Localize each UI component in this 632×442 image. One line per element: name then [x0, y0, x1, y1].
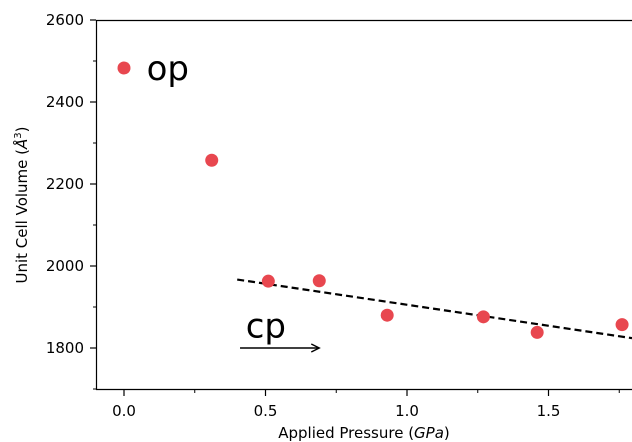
data-point [261, 274, 275, 288]
x-tick-label: 0.5 [254, 402, 278, 420]
y-axis-label-sup: 3 [13, 132, 24, 138]
arrow-head [310, 343, 321, 353]
fit-line [237, 278, 632, 340]
y-ticks: 1800 2000 2200 2400 2600 [46, 11, 96, 390]
x-axis-label-text: Applied Pressure ( [278, 424, 414, 442]
fit-line-group [237, 278, 632, 340]
annotation-cp: cp [246, 306, 286, 346]
data-point [380, 308, 394, 322]
y-tick-label: 1800 [46, 339, 84, 357]
y-axis-label: Unit Cell Volume (Å3) [12, 126, 31, 283]
data-points [117, 61, 629, 339]
y-axis-label-close: ) [13, 126, 31, 132]
x-tick-label: 0.0 [112, 402, 136, 420]
y-tick-label: 2000 [46, 257, 84, 275]
data-point [476, 310, 490, 324]
y-tick-label: 2400 [46, 93, 84, 111]
annotations: op cp [147, 49, 321, 353]
x-axis-label-unit: GPa [414, 424, 444, 442]
y-axis-label-unit: Å [12, 139, 31, 150]
data-point [615, 318, 629, 332]
y-tick-label: 2200 [46, 175, 84, 193]
y-axis-label-text: Unit Cell Volume ( [13, 149, 31, 284]
y-tick-label: 2600 [46, 11, 84, 29]
data-point [312, 274, 326, 288]
x-ticks: 0.0 0.5 1.0 1.5 [112, 390, 620, 420]
x-tick-label: 1.5 [537, 402, 561, 420]
x-axis-label: Applied Pressure (GPa) [278, 424, 450, 442]
annotation-op: op [147, 49, 189, 89]
data-point [117, 61, 131, 75]
x-tick-label: 1.0 [395, 402, 419, 420]
data-point [205, 153, 219, 167]
data-point [530, 325, 544, 339]
x-axis-label-close: ) [444, 424, 450, 442]
